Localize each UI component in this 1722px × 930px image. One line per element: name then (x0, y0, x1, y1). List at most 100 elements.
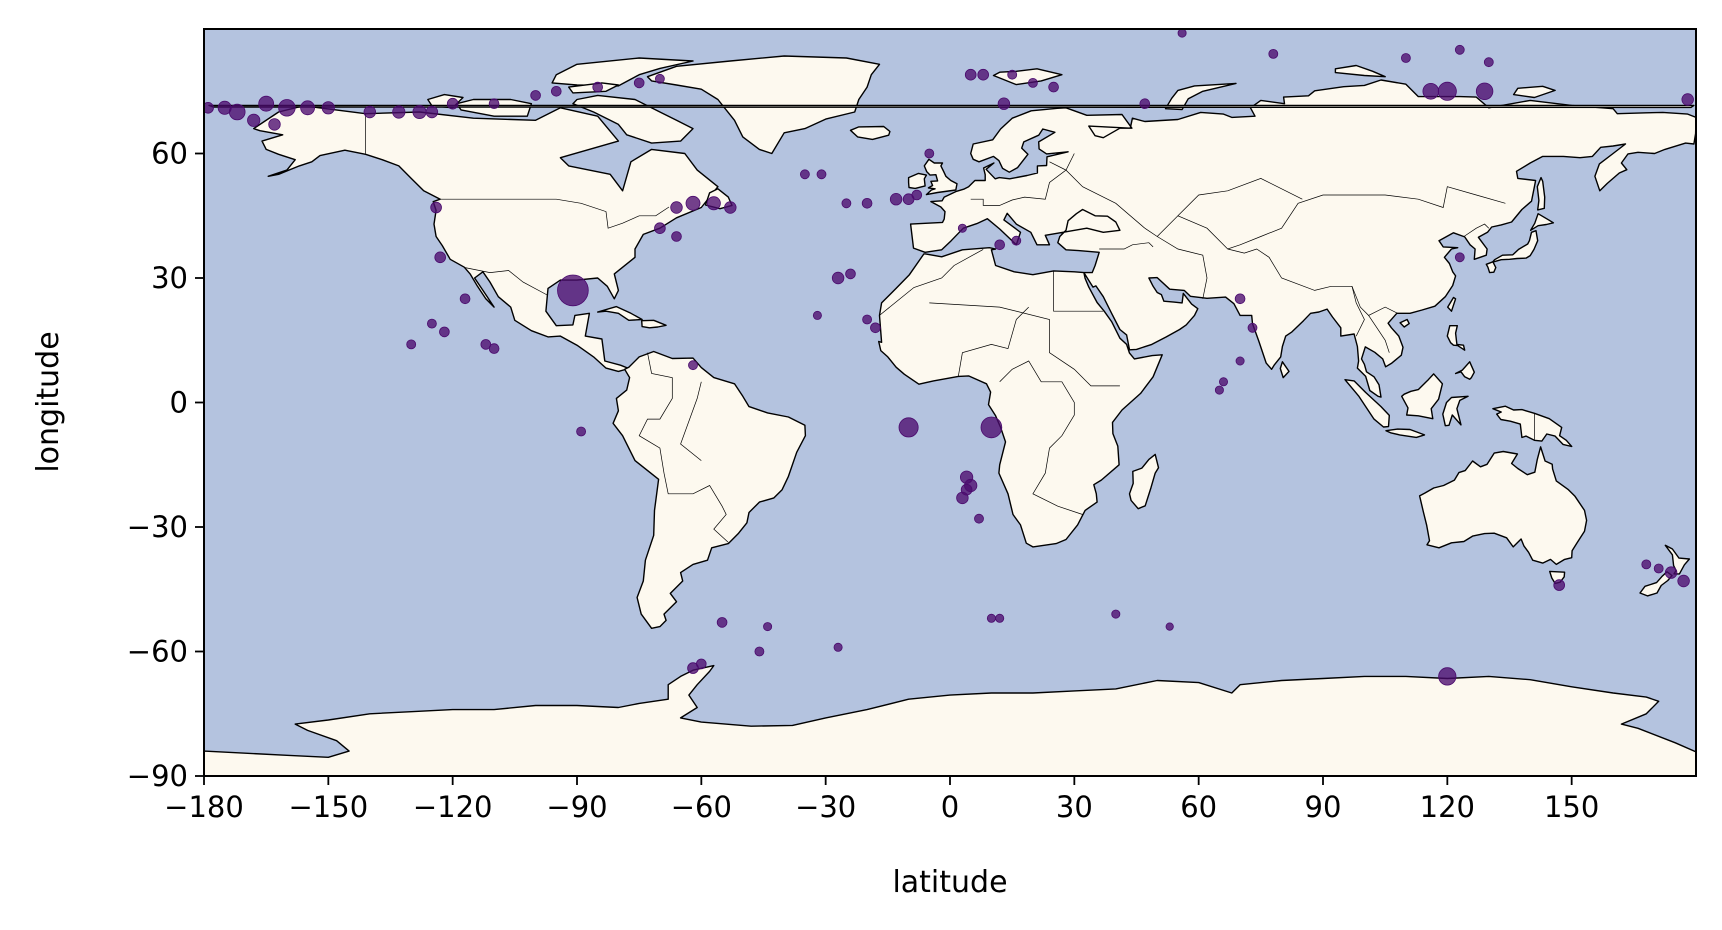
data-point (576, 426, 586, 437)
data-point (278, 99, 296, 117)
x-tick-label: 30 (1056, 790, 1093, 824)
x-tick-label: 120 (1420, 790, 1475, 824)
data-point (1653, 563, 1664, 574)
data-point (1247, 322, 1258, 333)
border-line (1368, 315, 1390, 353)
border-line (879, 249, 984, 316)
x-tick-label: 0 (941, 790, 959, 824)
x-tick-label: −150 (289, 790, 369, 824)
data-point (1437, 81, 1457, 101)
data-point (898, 417, 919, 438)
data-point (986, 613, 996, 623)
data-point (671, 231, 682, 242)
landmass-borneo (1400, 373, 1444, 420)
landmass-great-britain (923, 158, 958, 196)
data-point (695, 658, 707, 670)
data-point (1268, 49, 1279, 59)
data-point (557, 274, 589, 307)
data-point (724, 201, 737, 214)
data-point (845, 268, 856, 280)
x-tick-label: −30 (795, 790, 856, 824)
border-line (1053, 270, 1104, 312)
data-point (1111, 609, 1121, 619)
data-point (1483, 57, 1494, 68)
data-point (706, 196, 721, 211)
data-point (228, 103, 246, 121)
data-point (1007, 69, 1018, 80)
data-point (861, 198, 873, 209)
data-point (530, 90, 541, 101)
data-point (426, 318, 437, 329)
country-borders (365, 113, 1535, 543)
y-axis-ticks: 60 30 0 −30 −60 −90 (127, 137, 204, 793)
data-point (1214, 385, 1224, 395)
border-line (929, 302, 1120, 387)
x-tick-label: 150 (1544, 790, 1599, 824)
landmass-sumatra (1344, 379, 1391, 428)
y-tick-label: 60 (151, 137, 188, 171)
x-tick-label: −90 (546, 790, 607, 824)
data-point (1681, 93, 1694, 106)
landmass-south-america (612, 350, 807, 629)
data-point (816, 169, 827, 180)
border-line (1156, 186, 1506, 250)
data-point (1475, 82, 1494, 101)
landmass-sakhalin (1536, 176, 1546, 211)
border-line (1463, 223, 1490, 237)
landmass-japan-honshu (1491, 229, 1539, 263)
landmass-new-guinea (1492, 405, 1573, 448)
landmass-mindanao (1454, 361, 1476, 380)
landmass-philippines (1446, 325, 1466, 351)
data-point (1422, 83, 1440, 100)
data-point (654, 222, 666, 235)
data-point (688, 360, 698, 371)
data-point (685, 195, 701, 211)
data-point (1553, 579, 1565, 591)
data-point (1454, 44, 1465, 55)
data-point (430, 201, 442, 214)
data-point (763, 622, 773, 632)
data-point (550, 86, 562, 97)
border-line (1099, 242, 1154, 250)
border-line (465, 267, 548, 296)
data-points (204, 29, 1694, 686)
data-point (300, 100, 316, 116)
x-tick-label: −120 (413, 790, 493, 824)
data-point (1219, 377, 1229, 387)
border-line (1227, 248, 1398, 316)
landmass-north-america (252, 105, 719, 373)
data-point (1234, 293, 1246, 305)
data-point (1048, 81, 1059, 93)
data-point (957, 223, 967, 233)
data-point (1677, 574, 1690, 588)
data-point (994, 239, 1005, 251)
data-point (841, 198, 852, 209)
data-point (833, 642, 843, 652)
landmass-severnaya-zemlya (1334, 64, 1386, 78)
data-point (488, 98, 500, 109)
data-point (960, 483, 973, 496)
landmass-sri-lanka (1279, 361, 1290, 379)
data-point (997, 97, 1011, 110)
y-tick-label: 0 (170, 386, 188, 420)
x-tick-label: 90 (1305, 790, 1342, 824)
landmass-australia (1418, 446, 1588, 566)
data-point (258, 95, 275, 112)
x-axis-label: latitude (892, 865, 1007, 900)
y-tick-label: −90 (127, 759, 188, 793)
data-point (406, 339, 417, 350)
data-point (670, 201, 683, 214)
data-point (964, 68, 977, 81)
data-point (977, 68, 989, 81)
landmass-hispaniola (641, 319, 667, 329)
landmass-new-siberian (1512, 85, 1556, 99)
data-point (911, 189, 923, 201)
border-line (440, 198, 670, 229)
landmass-madagascar (1128, 453, 1160, 510)
data-point (812, 310, 822, 320)
border-line (999, 360, 1083, 515)
data-point (439, 326, 450, 338)
data-point (1235, 356, 1245, 366)
data-point (321, 101, 335, 115)
landmass-hainan (1399, 318, 1410, 328)
